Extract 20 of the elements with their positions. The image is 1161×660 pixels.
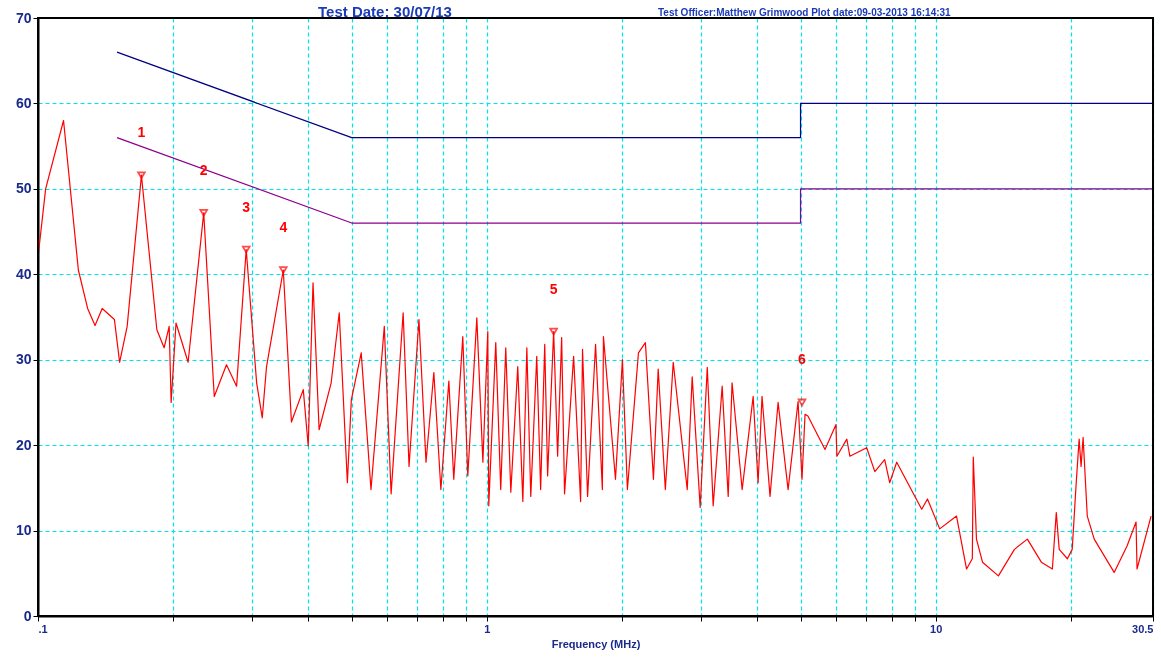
x-tick-label: 30.5: [1132, 622, 1154, 635]
y-tick-label: 20: [15, 436, 32, 453]
x-tick-label: 10: [930, 622, 943, 635]
y-tick-label: 50: [15, 180, 32, 197]
x-tick-label: .1: [38, 622, 48, 635]
y-tick-label: 70: [15, 9, 32, 26]
annotation: 4: [279, 219, 288, 236]
y-tick-label: 30: [15, 351, 32, 368]
y-tick-label: 0: [23, 607, 32, 624]
annotation: 3: [242, 198, 251, 215]
annotation: 6: [798, 351, 807, 368]
y-tick-label: 10: [15, 522, 32, 539]
annotation: 1: [137, 124, 146, 141]
chart-title: Test Date: 30/07/13: [318, 3, 452, 20]
y-tick-label: 60: [15, 94, 32, 111]
annotation: 5: [549, 280, 558, 297]
y-tick-label: 40: [15, 265, 32, 282]
chart-subtitle: Test Officer:Matthew Grimwood Plot date:09-03-2013 16:14:31: [658, 7, 952, 18]
x-tick-label: 1: [484, 622, 491, 635]
x-axis-title: Frequency (MHz): [551, 637, 641, 650]
